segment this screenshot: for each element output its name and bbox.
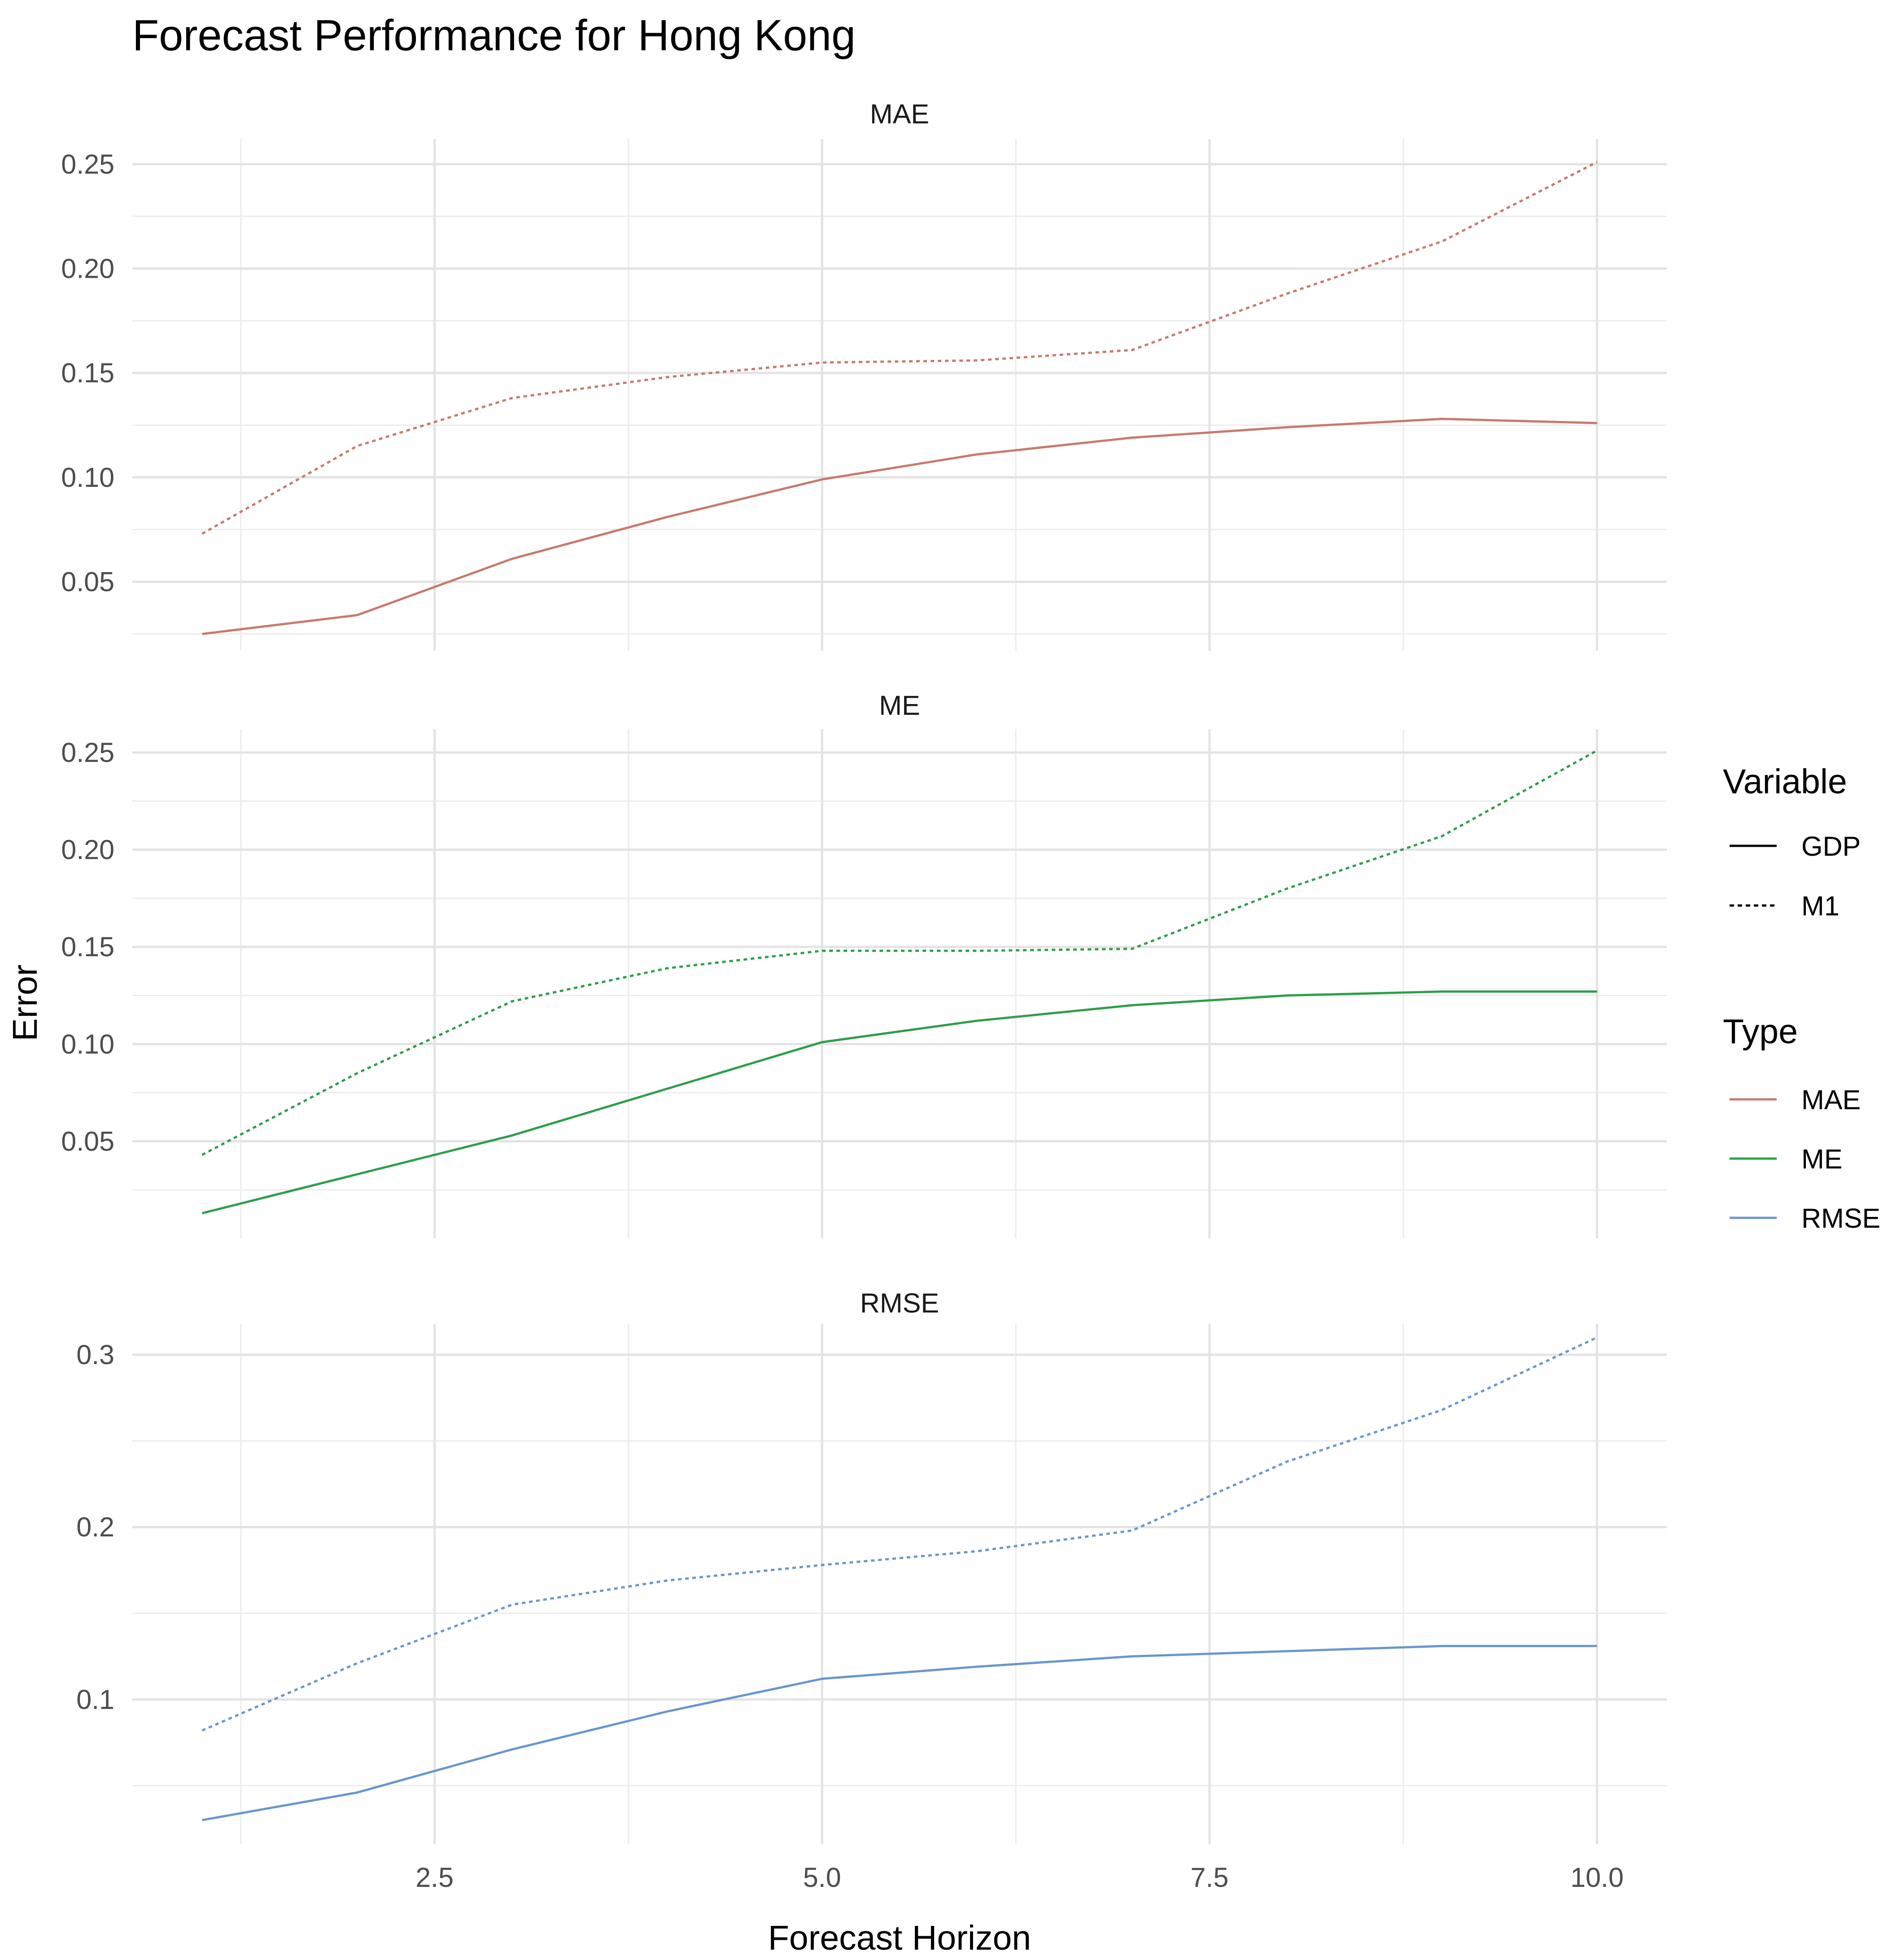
y-tick-label: 0.1	[76, 1684, 114, 1715]
x-tick-label: 10.0	[1570, 1862, 1624, 1893]
y-tick-label: 0.3	[76, 1339, 114, 1370]
y-tick-label: 0.2	[76, 1512, 114, 1542]
legend: Variable GDP M1 Type MAE ME RMSE	[1723, 762, 1880, 1234]
y-tick-label: 0.10	[61, 462, 114, 493]
y-tick-label: 0.20	[61, 253, 114, 284]
y-tick-label: 0.25	[61, 149, 114, 179]
series-line-m1	[201, 1336, 1598, 1732]
series-line-m1	[201, 161, 1598, 535]
chart-title: Forecast Performance for Hong Kong	[132, 11, 856, 60]
x-axis-title: Forecast Horizon	[768, 1919, 1031, 1957]
facet-strip-label: ME	[879, 690, 920, 721]
y-tick-label: 0.25	[61, 737, 114, 768]
facet-strip-label: RMSE	[860, 1288, 939, 1318]
x-tick-label: 7.5	[1191, 1862, 1229, 1893]
legend-label-gdp: GDP	[1801, 831, 1861, 862]
panel-mae: 0.05 0.10 0.15 0.20 0.25 MAE	[61, 99, 1667, 651]
panels: 0.050.100.150.200.25MAE0.050.100.150.200…	[61, 99, 1667, 1893]
y-tick-label: 0.05	[61, 566, 114, 597]
legend-label-mae: MAE	[1801, 1085, 1861, 1115]
y-tick-label: 0.10	[61, 1029, 114, 1059]
legend-label-rmse: RMSE	[1801, 1203, 1880, 1234]
panel-rmse: 0.1 0.2 0.3 RMSE	[76, 1288, 1667, 1844]
facet-strip-label: MAE	[870, 99, 929, 129]
y-tick-label: 0.05	[61, 1126, 114, 1156]
panel-me: 0.05 0.10 0.15 0.20 0.25 ME	[61, 690, 1667, 1238]
series-line-gdp	[202, 1645, 1597, 1821]
x-tick-label: 2.5	[415, 1862, 454, 1893]
legend-title-variable: Variable	[1723, 762, 1847, 801]
x-axis-ticks: 2.5 5.0 7.5 10.0	[415, 1862, 1624, 1893]
y-tick-label: 0.15	[61, 932, 114, 962]
y-axis-title: Error	[6, 964, 44, 1041]
legend-label-m1: M1	[1801, 891, 1840, 921]
series-line-m1	[201, 749, 1598, 1156]
legend-title-type: Type	[1723, 1012, 1798, 1051]
y-tick-label: 0.15	[61, 358, 114, 388]
series-line-gdp	[201, 990, 1597, 1215]
legend-label-me: ME	[1801, 1144, 1843, 1174]
x-tick-label: 5.0	[803, 1862, 841, 1893]
y-tick-label: 0.20	[61, 835, 114, 865]
series-line-gdp	[202, 418, 1597, 635]
